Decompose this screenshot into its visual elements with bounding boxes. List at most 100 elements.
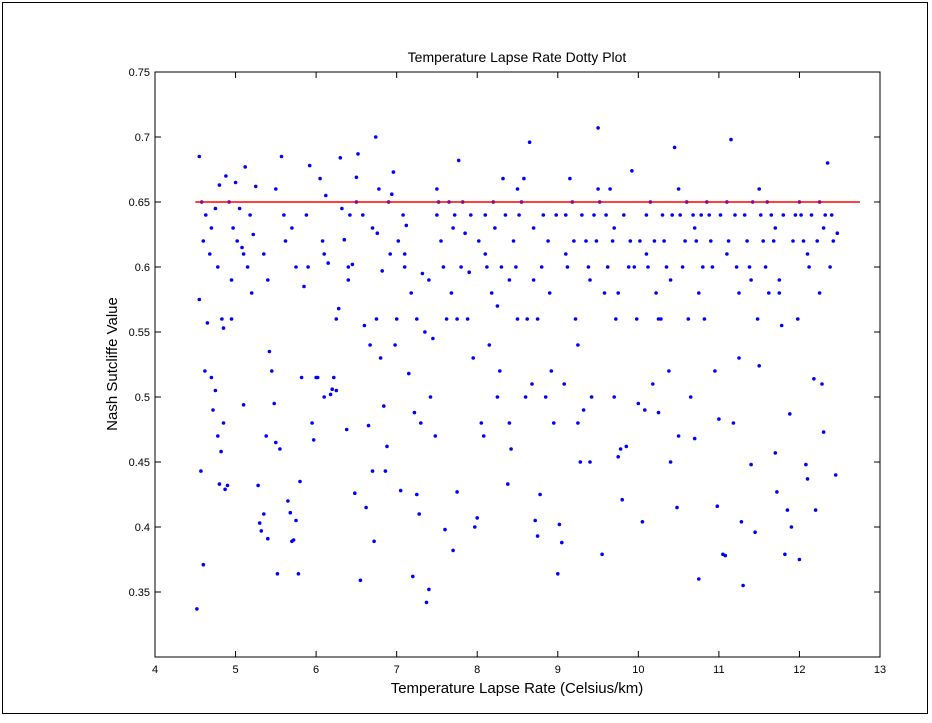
data-point <box>332 375 336 380</box>
data-point <box>324 193 328 198</box>
data-point <box>257 521 262 525</box>
data-point <box>396 239 401 243</box>
data-point <box>757 364 761 368</box>
data-point <box>344 427 349 432</box>
data-point <box>783 552 787 557</box>
data-point <box>531 226 536 230</box>
data-point <box>501 176 505 181</box>
data-point <box>737 356 741 360</box>
data-point <box>710 265 715 269</box>
data-point <box>829 213 834 217</box>
data-point <box>435 213 439 217</box>
data-point <box>815 239 819 243</box>
data-point <box>213 388 218 393</box>
data-point <box>683 239 687 243</box>
data-point <box>546 239 550 243</box>
data-point <box>527 140 532 144</box>
data-point <box>266 536 270 541</box>
data-point <box>320 239 325 243</box>
data-point <box>220 317 224 321</box>
data-point <box>667 369 671 373</box>
data-point <box>813 508 818 512</box>
data-point <box>600 552 604 557</box>
data-point <box>737 291 741 295</box>
data-point <box>616 291 620 295</box>
data-point <box>656 317 661 321</box>
data-point <box>229 317 234 321</box>
data-point <box>216 434 220 438</box>
data-point <box>717 417 721 421</box>
data-point <box>805 477 810 481</box>
data-point <box>278 447 282 451</box>
data-point <box>741 583 745 588</box>
data-point <box>302 284 306 289</box>
data-point <box>692 226 697 230</box>
data-point <box>427 278 431 282</box>
data-point <box>638 239 642 243</box>
data-point <box>632 265 637 269</box>
data-point <box>604 213 608 217</box>
data-point <box>821 430 826 434</box>
data-point <box>342 237 347 242</box>
data-point <box>383 469 388 473</box>
data-point <box>219 449 223 454</box>
data-point <box>779 323 784 328</box>
data-point <box>773 226 778 230</box>
data-point <box>298 479 302 484</box>
data-point <box>747 265 752 269</box>
data-point <box>761 239 765 243</box>
data-point <box>495 304 500 308</box>
data-point <box>820 382 824 386</box>
data-point <box>694 239 699 243</box>
data-point <box>725 252 729 256</box>
data-point <box>370 469 375 473</box>
data-point <box>664 265 669 269</box>
data-point <box>306 265 310 269</box>
data-point <box>676 187 681 191</box>
data-point <box>636 401 641 406</box>
data-point <box>630 169 634 173</box>
data-point <box>366 423 371 428</box>
data-point <box>364 505 368 510</box>
y-axis-label: Nash Sutcliffe Value <box>104 297 121 431</box>
data-point <box>668 460 673 464</box>
data-point <box>346 278 351 282</box>
data-point <box>676 434 681 438</box>
data-point <box>262 512 266 516</box>
data-point <box>348 213 352 217</box>
data-point <box>785 508 790 512</box>
data-point <box>208 252 212 256</box>
data-point <box>251 232 256 237</box>
data-point <box>699 213 703 217</box>
data-point <box>237 206 242 211</box>
data-point <box>338 156 343 160</box>
data-point <box>533 518 537 523</box>
data-point <box>267 349 272 354</box>
data-point <box>662 239 666 243</box>
data-point <box>346 265 351 269</box>
data-point <box>417 512 422 516</box>
x-tick-label: 11 <box>713 664 724 676</box>
data-point <box>789 525 794 529</box>
data-point <box>672 145 677 150</box>
data-point <box>431 336 435 341</box>
data-point <box>197 154 202 159</box>
data-point <box>221 421 226 425</box>
data-point <box>358 578 363 583</box>
data-point <box>535 534 540 538</box>
data-point <box>509 447 513 451</box>
data-point <box>483 213 488 217</box>
data-point <box>391 170 396 174</box>
data-point <box>475 516 480 520</box>
data-point <box>759 213 763 217</box>
data-point <box>469 213 473 217</box>
data-point <box>745 239 749 243</box>
data-point <box>195 607 199 611</box>
data-point <box>688 395 693 399</box>
data-point <box>322 252 327 256</box>
data-point <box>531 278 536 282</box>
data-point <box>299 375 304 380</box>
data-point <box>686 317 691 321</box>
data-point <box>310 421 314 425</box>
